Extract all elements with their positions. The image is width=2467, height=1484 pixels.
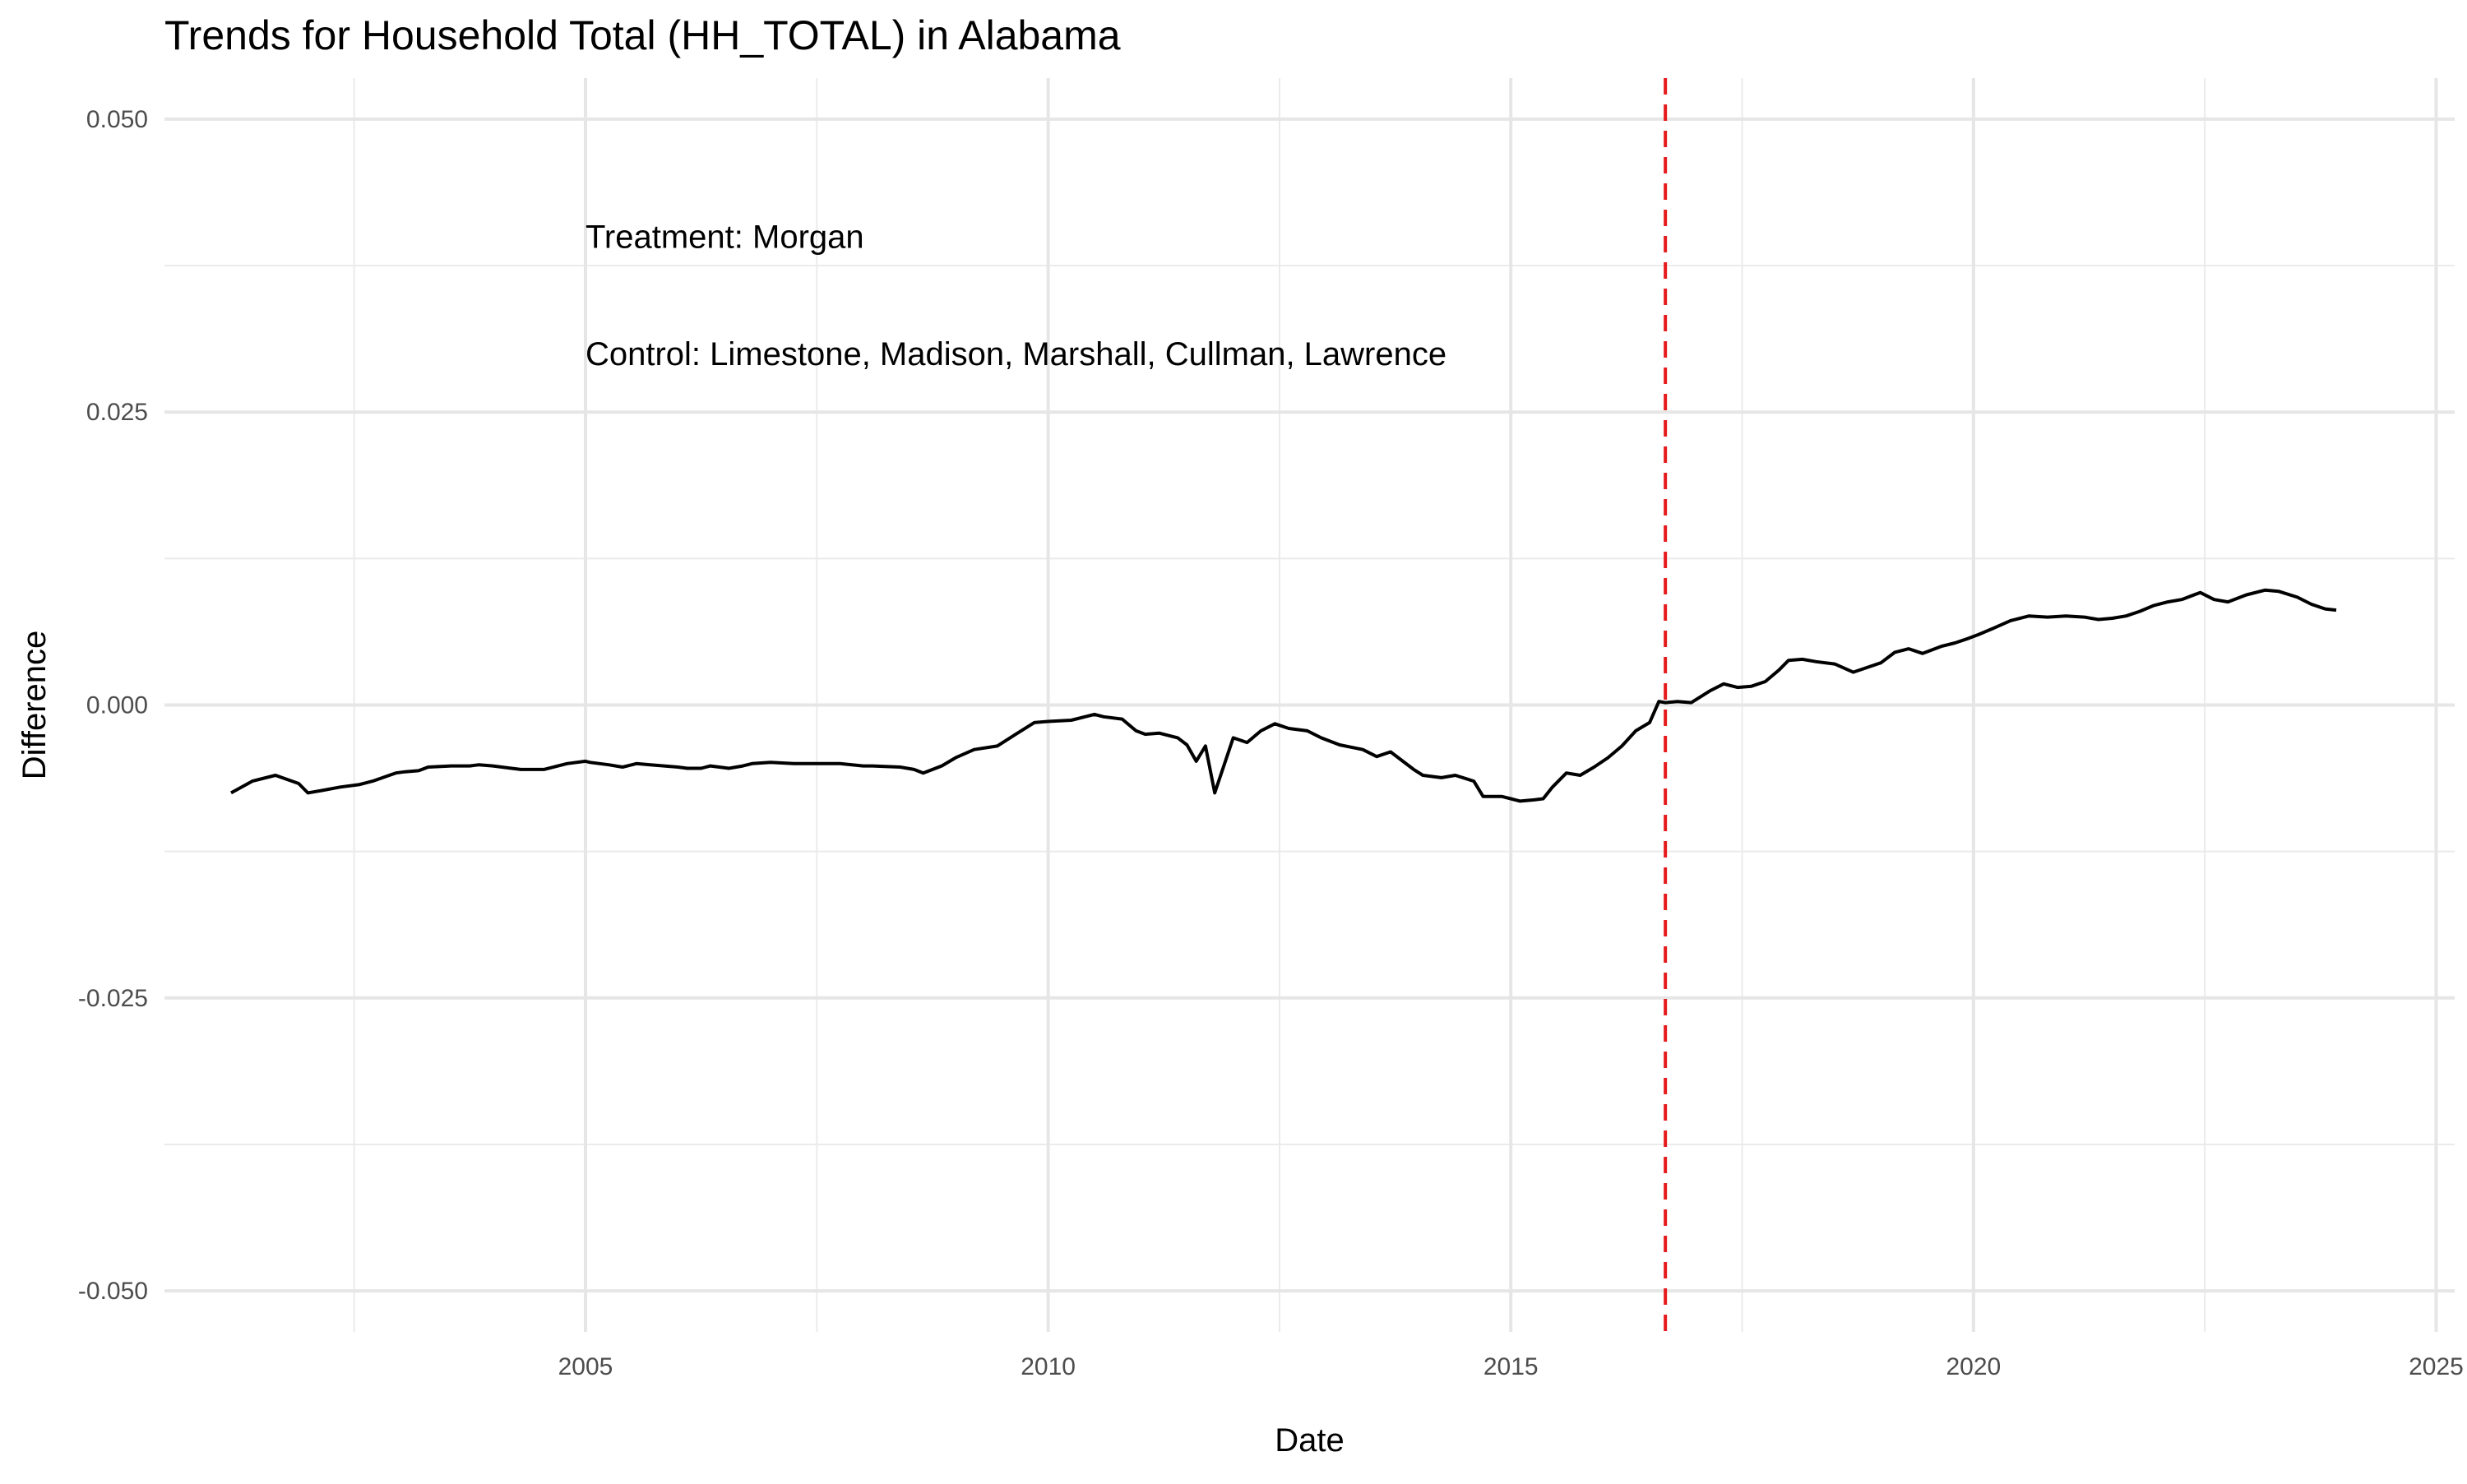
x-axis-label: Date bbox=[1275, 1422, 1345, 1459]
y-tick-label: -0.025 bbox=[78, 985, 148, 1012]
x-tick-label: 2010 bbox=[1021, 1353, 1076, 1380]
y-tick-label: 0.025 bbox=[86, 399, 148, 426]
x-tick-label: 2020 bbox=[1946, 1353, 2001, 1380]
y-tick-label: -0.050 bbox=[78, 1278, 148, 1305]
x-tick-label: 2025 bbox=[2409, 1353, 2464, 1380]
series-line bbox=[230, 588, 2337, 803]
annotation-treatment: Treatment: Morgan bbox=[586, 219, 864, 255]
x-tick-label: 2005 bbox=[558, 1353, 613, 1380]
y-tick-label: 0.050 bbox=[86, 106, 148, 133]
y-tick-label: 0.000 bbox=[86, 692, 148, 719]
annotation-control: Control: Limestone, Madison, Marshall, C… bbox=[586, 336, 1446, 372]
x-tick-label: 2015 bbox=[1483, 1353, 1539, 1380]
chart-title: Trends for Household Total (HH_TOTAL) in… bbox=[164, 12, 1121, 58]
y-axis-label: Difference bbox=[16, 631, 53, 780]
